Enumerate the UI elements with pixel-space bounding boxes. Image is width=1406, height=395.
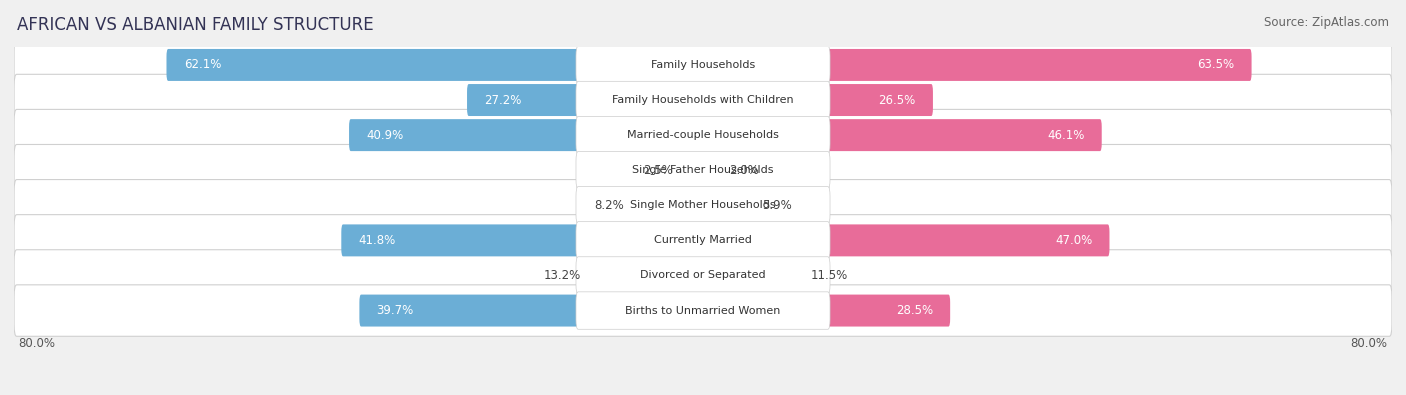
FancyBboxPatch shape: [14, 109, 1392, 161]
Text: Married-couple Households: Married-couple Households: [627, 130, 779, 140]
Text: 40.9%: 40.9%: [367, 129, 404, 142]
FancyBboxPatch shape: [576, 222, 830, 259]
FancyBboxPatch shape: [576, 257, 830, 294]
Text: 62.1%: 62.1%: [184, 58, 221, 71]
Text: Family Households with Children: Family Households with Children: [612, 95, 794, 105]
FancyBboxPatch shape: [827, 119, 1102, 151]
Text: AFRICAN VS ALBANIAN FAMILY STRUCTURE: AFRICAN VS ALBANIAN FAMILY STRUCTURE: [17, 16, 374, 34]
Text: 80.0%: 80.0%: [18, 337, 55, 350]
FancyBboxPatch shape: [342, 224, 579, 256]
FancyBboxPatch shape: [14, 180, 1392, 231]
Text: 2.0%: 2.0%: [728, 164, 759, 177]
Text: 8.2%: 8.2%: [593, 199, 624, 212]
FancyBboxPatch shape: [702, 260, 804, 292]
FancyBboxPatch shape: [702, 189, 755, 221]
Text: 47.0%: 47.0%: [1054, 234, 1092, 247]
Text: 2.5%: 2.5%: [643, 164, 673, 177]
FancyBboxPatch shape: [166, 49, 579, 81]
Text: 80.0%: 80.0%: [1351, 337, 1388, 350]
Text: 46.1%: 46.1%: [1047, 129, 1084, 142]
FancyBboxPatch shape: [14, 39, 1392, 91]
FancyBboxPatch shape: [576, 81, 830, 119]
FancyBboxPatch shape: [576, 292, 830, 329]
FancyBboxPatch shape: [631, 189, 704, 221]
Text: Single Mother Households: Single Mother Households: [630, 200, 776, 210]
Text: 11.5%: 11.5%: [811, 269, 848, 282]
Text: 39.7%: 39.7%: [377, 304, 413, 317]
FancyBboxPatch shape: [827, 84, 934, 116]
Text: 28.5%: 28.5%: [896, 304, 934, 317]
FancyBboxPatch shape: [467, 84, 579, 116]
Text: Divorced or Separated: Divorced or Separated: [640, 271, 766, 280]
Text: Source: ZipAtlas.com: Source: ZipAtlas.com: [1264, 16, 1389, 29]
FancyBboxPatch shape: [14, 285, 1392, 336]
FancyBboxPatch shape: [14, 145, 1392, 196]
Text: 27.2%: 27.2%: [484, 94, 522, 107]
Text: Births to Unmarried Women: Births to Unmarried Women: [626, 306, 780, 316]
FancyBboxPatch shape: [702, 154, 721, 186]
Text: Family Households: Family Households: [651, 60, 755, 70]
FancyBboxPatch shape: [360, 295, 579, 327]
FancyBboxPatch shape: [827, 295, 950, 327]
Text: 5.9%: 5.9%: [762, 199, 792, 212]
FancyBboxPatch shape: [576, 46, 830, 84]
FancyBboxPatch shape: [827, 49, 1251, 81]
FancyBboxPatch shape: [14, 74, 1392, 126]
FancyBboxPatch shape: [349, 119, 579, 151]
Text: 13.2%: 13.2%: [544, 269, 581, 282]
FancyBboxPatch shape: [576, 117, 830, 154]
FancyBboxPatch shape: [588, 260, 704, 292]
FancyBboxPatch shape: [827, 224, 1109, 256]
Text: Currently Married: Currently Married: [654, 235, 752, 245]
Text: 26.5%: 26.5%: [879, 94, 915, 107]
FancyBboxPatch shape: [576, 152, 830, 189]
FancyBboxPatch shape: [14, 250, 1392, 301]
FancyBboxPatch shape: [14, 214, 1392, 266]
Text: Single Father Households: Single Father Households: [633, 165, 773, 175]
Text: 41.8%: 41.8%: [359, 234, 395, 247]
Text: 63.5%: 63.5%: [1198, 58, 1234, 71]
FancyBboxPatch shape: [679, 154, 704, 186]
FancyBboxPatch shape: [576, 186, 830, 224]
